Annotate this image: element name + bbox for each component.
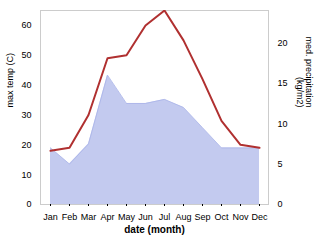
svg-text:10: 10 <box>21 170 31 180</box>
svg-text:20: 20 <box>21 140 31 150</box>
svg-text:Feb: Feb <box>62 212 78 222</box>
svg-text:Mar: Mar <box>81 212 97 222</box>
svg-text:Jun: Jun <box>138 212 153 222</box>
svg-text:Jul: Jul <box>159 212 171 222</box>
svg-text:Sep: Sep <box>194 212 210 222</box>
svg-text:max temp (C): max temp (C) <box>5 53 15 108</box>
svg-text:60: 60 <box>21 20 31 30</box>
svg-text:Oct: Oct <box>214 212 229 222</box>
svg-text:5: 5 <box>278 159 283 169</box>
svg-text:May: May <box>118 212 136 222</box>
svg-text:med. precipitation(kg/m2): med. precipitation(kg/m2) <box>295 36 314 107</box>
svg-text:0: 0 <box>278 199 283 209</box>
svg-text:40: 40 <box>21 80 31 90</box>
svg-text:Jan: Jan <box>43 212 58 222</box>
svg-text:0: 0 <box>26 199 31 209</box>
svg-text:Nov: Nov <box>232 212 249 222</box>
svg-text:Aug: Aug <box>175 212 191 222</box>
svg-text:Dec: Dec <box>251 212 268 222</box>
svg-text:15: 15 <box>278 78 288 88</box>
svg-text:20: 20 <box>278 38 288 48</box>
svg-text:50: 50 <box>21 50 31 60</box>
svg-text:30: 30 <box>21 110 31 120</box>
svg-text:date (month): date (month) <box>124 224 185 235</box>
svg-text:10: 10 <box>278 119 288 129</box>
svg-text:Apr: Apr <box>100 212 114 222</box>
